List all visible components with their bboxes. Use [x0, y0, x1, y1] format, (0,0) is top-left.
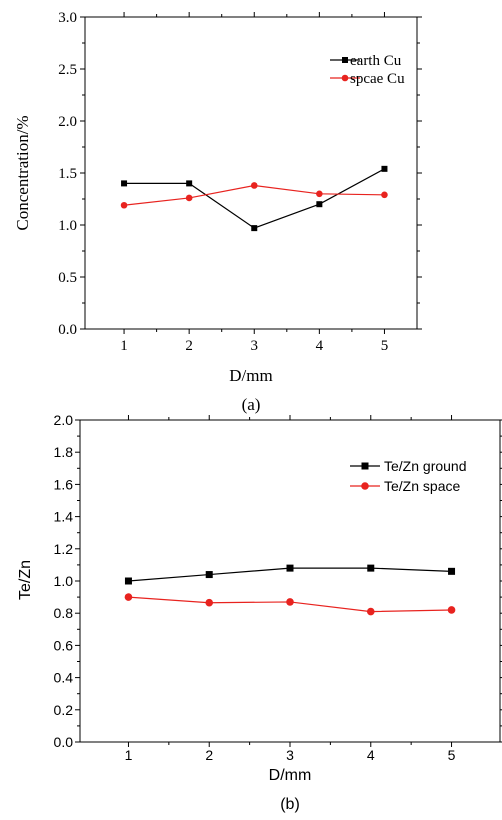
chart-a-y-tick-label: 1.5 [58, 166, 77, 182]
chart-b-series-2-point [205, 598, 214, 607]
chart-b-legend-marker-2 [361, 482, 369, 490]
chart-b-x-tick-label: 1 [125, 747, 133, 763]
chart-a-series-2-point [120, 201, 128, 209]
chart-a-x-tick-label: 5 [381, 338, 389, 354]
chart-a-series-1-line [124, 168, 385, 229]
chart-a-y-tick-label: 3.0 [58, 10, 77, 26]
chart-a-xlabel: D/mm [229, 366, 272, 385]
chart-a-legend-marker-1 [342, 57, 348, 63]
chart-a-legend: earth Cu spcae Cu [330, 53, 405, 87]
chart-a-y-tick-label: 2.5 [58, 62, 77, 78]
chart-a-series-2-point [381, 191, 388, 199]
chart-b-series-1-point [286, 564, 294, 572]
chart-a-legend-marker-2 [341, 74, 349, 82]
chart-a-series-2-point [316, 190, 323, 198]
chart-a-legend-label-2: spcae Cu [350, 71, 405, 87]
chart-b-y-tick-label: 1.4 [54, 509, 74, 525]
chart-a-panel-label: (a) [242, 395, 261, 414]
chart-b-legend-label-2: Te/Zn space [384, 478, 460, 494]
chart-b-y-tick-label: 1.8 [54, 444, 74, 460]
chart-a-y-tick-label: 2.0 [58, 114, 77, 130]
chart-b-y-tick-label: 0.8 [54, 605, 74, 621]
chart-b-y-tick-label: 1.0 [54, 573, 74, 589]
chart-b-x-tick-label: 3 [286, 747, 294, 763]
chart-b-y-tick-label: 0.0 [54, 734, 74, 750]
chart-a-y-tick-label: 0.0 [58, 322, 77, 338]
chart-a-legend-label-1: earth Cu [350, 53, 402, 69]
chart-a-series [120, 165, 388, 232]
chart-a-axes: 1 2 3 4 5 0.0 0.5 1.0 1.5 2.0 2.5 3.0 [58, 10, 422, 354]
chart-a: 1 2 3 4 5 0.0 0.5 1.0 1.5 2.0 2.5 3.0 earth Cu spcae… [13, 10, 422, 414]
chart-a-series-2-point [185, 194, 193, 202]
chart-b-xlabel: D/mm [269, 767, 312, 784]
chart-b-legend: Te/Zn ground Te/Zn space [350, 458, 467, 494]
chart-b-series-1-point [205, 571, 213, 579]
chart-a-x-tick-label: 3 [251, 338, 259, 354]
chart-b-y-tick-label: 0.6 [54, 637, 74, 653]
chart-b-series-2-point [447, 606, 456, 614]
chart-b-series-1-point [448, 567, 456, 575]
chart-b-series-1-point [124, 577, 132, 585]
chart-b-x-tick-label: 4 [367, 747, 375, 763]
chart-a-y-tick-label: 0.5 [58, 270, 77, 286]
chart-a-series-1-point [121, 180, 128, 187]
chart-a-series-1-point [251, 225, 258, 232]
chart-b-x-tick-label: 5 [448, 747, 456, 763]
chart-a-series-2-point [250, 182, 258, 189]
chart-b-series-2-point [366, 607, 375, 616]
chart-a-ylabel: Concentration/% [13, 115, 32, 230]
chart-a-x-tick-label: 2 [185, 338, 193, 354]
chart-a-x-tick-label: 1 [120, 338, 128, 354]
chart-b-series [124, 564, 456, 616]
chart-b-series-2-point [286, 598, 294, 606]
chart-a-y-tick-label: 1.0 [58, 218, 77, 234]
chart-b-axes: 1 2 3 4 5 0.0 0.2 0.4 0.6 0.8 1.0 1.2 1.4 1.6 1.8 2.0 [54, 412, 502, 763]
chart-b: 1 2 3 4 5 0.0 0.2 0.4 0.6 0.8 1.0 1.2 1.4 1.6 1.8 2.0 T… [17, 412, 502, 813]
chart-b-x-tick-label: 2 [205, 747, 213, 763]
chart-b-series-1-point [367, 564, 375, 572]
chart-b-y-tick-label: 1.6 [54, 476, 74, 492]
chart-b-legend-marker-1 [361, 462, 369, 470]
chart-a-series-1-point [186, 180, 193, 187]
chart-b-series-2-point [124, 593, 133, 601]
chart-b-y-tick-label: 0.2 [54, 702, 74, 718]
chart-b-y-tick-label: 0.4 [54, 670, 74, 686]
chart-a-series-1-point [381, 165, 388, 172]
chart-b-y-tick-label: 2.0 [54, 412, 74, 428]
chart-b-legend-label-1: Te/Zn ground [384, 458, 467, 474]
chart-a-series-1-point [316, 201, 323, 208]
chart-b-y-tick-label: 1.2 [54, 541, 74, 557]
chart-b-ylabel: Te/Zn [17, 560, 34, 600]
chart-b-panel-label: (b) [280, 796, 300, 813]
chart-a-x-tick-label: 4 [316, 338, 324, 354]
